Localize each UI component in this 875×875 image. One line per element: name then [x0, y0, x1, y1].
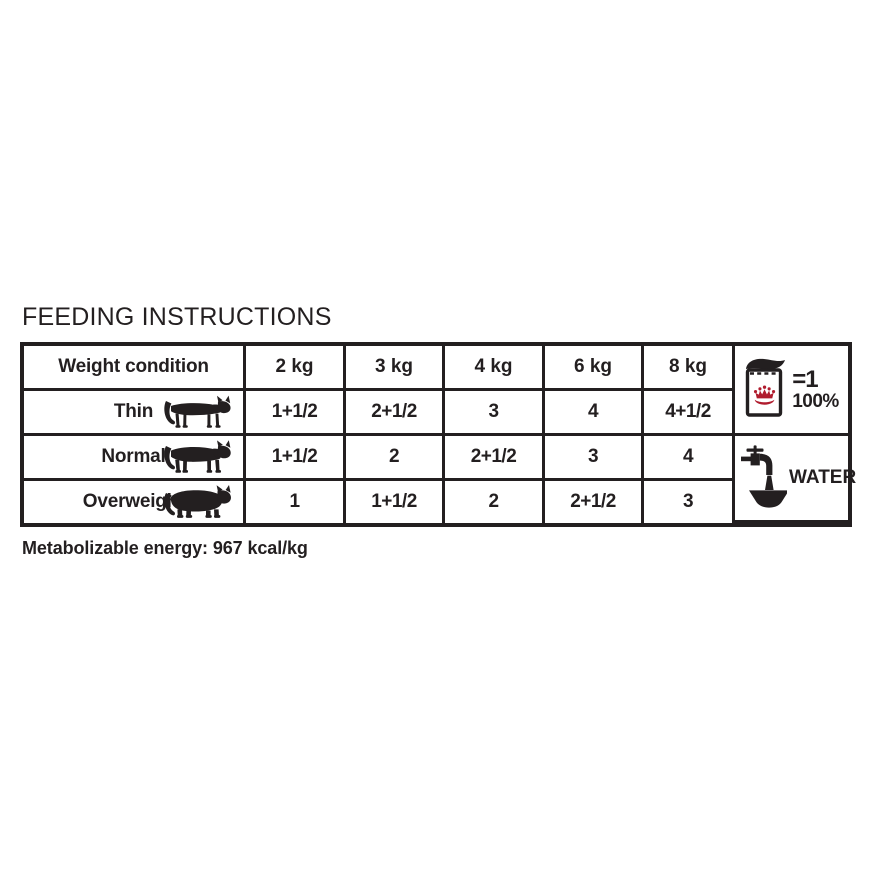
table-header-row: Weight condition 2 kg 3 kg 4 kg 6 kg 8 k…: [24, 346, 848, 436]
amount-overweight-8kg: 3: [644, 481, 735, 523]
page-title: FEEDING INSTRUCTIONS: [22, 303, 332, 331]
pouch-equals-label: =1: [792, 366, 818, 393]
amount-thin-8kg: 4+1/2: [644, 391, 735, 436]
amount-normal-2kg: 1+1/2: [246, 436, 346, 481]
amount-thin-6kg: 4: [545, 391, 644, 436]
amount-thin-3kg: 2+1/2: [346, 391, 445, 436]
header-weight-3kg: 3 kg: [346, 346, 445, 391]
header-weight-condition: Weight condition: [24, 346, 246, 391]
metabolizable-energy-note: Metabolizable energy: 967 kcal/kg: [22, 538, 308, 558]
amount-overweight-2kg: 1: [246, 481, 346, 523]
amount-normal-6kg: 3: [545, 436, 644, 481]
amount-overweight-6kg: 2+1/2: [545, 481, 644, 523]
water-label: WATER: [789, 467, 857, 488]
pouch-percent-label: 100%: [792, 391, 839, 412]
header-weight-2kg: 2 kg: [246, 346, 346, 391]
header-weight-6kg: 6 kg: [545, 346, 644, 391]
row-condition-label: Overweight: [82, 491, 185, 512]
amount-overweight-3kg: 1+1/2: [346, 481, 445, 523]
water-legend-cell: WATER: [735, 436, 856, 523]
row-condition-overweight: Overweight: [24, 481, 246, 523]
amount-overweight-4kg: 2: [445, 481, 545, 523]
header-weight-condition-label: Weight condition: [58, 356, 209, 377]
pouch-legend-cell: =1 100%: [735, 346, 848, 436]
amount-normal-4kg: 2+1/2: [445, 436, 545, 481]
cat-normal-icon: [163, 440, 233, 474]
amount-normal-8kg: 4: [644, 436, 735, 481]
row-condition-label: Normal: [101, 446, 166, 467]
header-weight-4kg: 4 kg: [445, 346, 545, 391]
header-weight-8kg: 8 kg: [644, 346, 735, 391]
royal-canin-crown-icon: [754, 385, 776, 405]
amount-normal-3kg: 2: [346, 436, 445, 481]
amount-thin-4kg: 3: [445, 391, 545, 436]
feeding-table: Weight condition 2 kg 3 kg 4 kg 6 kg 8 k…: [20, 342, 856, 527]
row-condition-label: Thin: [113, 401, 154, 422]
cat-thin-icon: [163, 395, 233, 429]
cat-overweight-icon: [163, 485, 233, 519]
pouch-icon: [744, 356, 788, 424]
table-row: Thin: [24, 391, 848, 436]
amount-thin-2kg: 1+1/2: [246, 391, 346, 436]
row-condition-normal: Normal: [24, 436, 246, 481]
faucet-bowl-icon: [741, 442, 789, 514]
table-row: Normal: [24, 436, 856, 523]
feeding-instructions-panel: FEEDING INSTRUCTIONS Weight condition 2 …: [20, 303, 856, 559]
row-condition-thin: Thin: [24, 391, 246, 436]
table-row: Overweight: [24, 481, 848, 523]
